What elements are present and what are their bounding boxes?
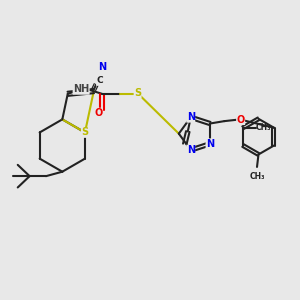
Text: N: N <box>206 139 214 149</box>
Text: O: O <box>94 108 103 118</box>
Text: CH₃: CH₃ <box>249 172 265 181</box>
Text: C: C <box>96 76 103 85</box>
Text: S: S <box>81 128 88 137</box>
Text: S: S <box>134 88 141 98</box>
Text: N: N <box>187 145 195 155</box>
Text: NH: NH <box>73 84 89 94</box>
Text: N: N <box>98 62 106 72</box>
Text: O: O <box>236 115 245 125</box>
Text: N: N <box>187 112 195 122</box>
Text: CH₃: CH₃ <box>256 123 272 132</box>
